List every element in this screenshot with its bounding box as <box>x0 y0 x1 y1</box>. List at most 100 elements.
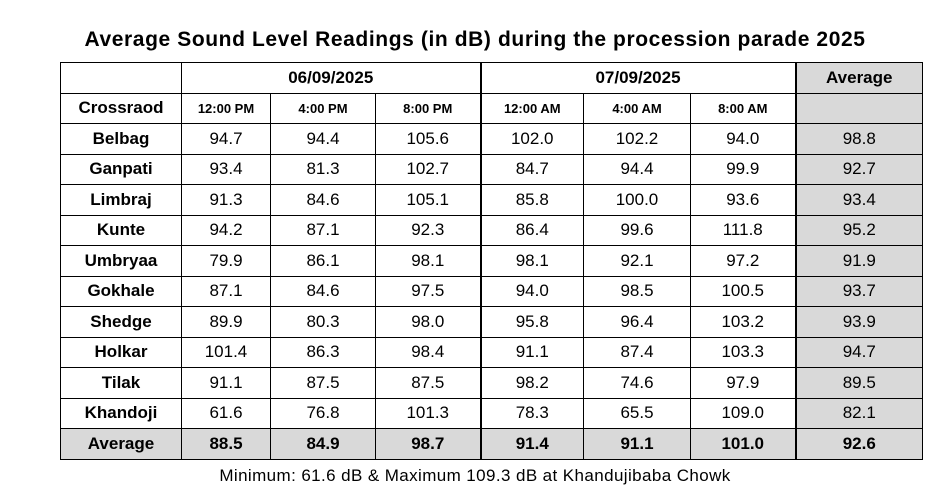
reading: 91.1 <box>181 367 271 399</box>
crossroad-name: Gokhale <box>60 275 182 307</box>
reading: 79.9 <box>181 245 271 277</box>
reading: 97.5 <box>375 275 481 307</box>
reading: 94.2 <box>181 214 271 246</box>
reading: 105.1 <box>375 184 481 216</box>
reading: 87.1 <box>181 275 271 307</box>
reading: 105.6 <box>375 123 481 155</box>
date-header: 06/09/2025 <box>181 62 481 94</box>
overall-average: 92.6 <box>794 428 923 460</box>
footer: Minimum: 61.6 dB & Maximum 109.3 dB at K… <box>219 466 731 485</box>
reading: 86.4 <box>479 214 584 246</box>
reading: 102.0 <box>479 123 584 155</box>
row-header: Crossraod <box>60 92 182 124</box>
reading: 98.4 <box>375 336 481 368</box>
average-label: Average <box>60 428 182 460</box>
reading: 61.6 <box>181 397 271 429</box>
reading: 86.1 <box>270 245 376 277</box>
crossroad-name: Tilak <box>60 367 182 399</box>
time-header: 4:00 AM <box>583 92 691 124</box>
reading: 97.2 <box>690 245 796 277</box>
reading: 87.4 <box>583 336 691 368</box>
column-average: 91.4 <box>479 428 584 460</box>
column-average: 88.5 <box>181 428 271 460</box>
crossroad-name: Ganpati <box>60 153 182 185</box>
column-average: 98.7 <box>375 428 481 460</box>
table-row: Umbryaa 79.9 86.1 98.1 98.1 92.1 97.2 91.9 <box>60 245 923 277</box>
reading: 98.2 <box>479 367 584 399</box>
reading: 84.6 <box>270 275 376 307</box>
reading: 103.2 <box>690 306 796 338</box>
reading: 109.0 <box>690 397 796 429</box>
reading: 74.6 <box>583 367 691 399</box>
table-row: Average 88.5 84.9 98.7 91.4 91.1 101.0 92.6 <box>60 428 923 460</box>
reading: 85.8 <box>479 184 584 216</box>
row-average: 93.9 <box>794 306 923 338</box>
reading: 103.3 <box>690 336 796 368</box>
time-header: 12:00 PM <box>181 92 271 124</box>
reading: 84.6 <box>270 184 376 216</box>
reading: 96.4 <box>583 306 691 338</box>
reading: 84.7 <box>479 153 584 185</box>
crossroad-name: Shedge <box>60 306 182 338</box>
row-average: 98.8 <box>794 123 923 155</box>
row-average: 93.7 <box>794 275 923 307</box>
title: Average Sound Level Readings (in dB) dur… <box>84 28 866 51</box>
time-header: 4:00 PM <box>270 92 376 124</box>
row-average: 94.7 <box>794 336 923 368</box>
reading: 91.3 <box>181 184 271 216</box>
reading: 94.0 <box>479 275 584 307</box>
table: 06/09/2025 07/09/2025 Average Crossraod 12:0… <box>60 62 923 460</box>
reading: 92.3 <box>375 214 481 246</box>
column-average: 84.9 <box>270 428 376 460</box>
reading: 78.3 <box>479 397 584 429</box>
row-average: 95.2 <box>794 214 923 246</box>
time-header: 8:00 AM <box>690 92 796 124</box>
row-average: 91.9 <box>794 245 923 277</box>
reading: 94.4 <box>270 123 376 155</box>
reading: 94.4 <box>583 153 691 185</box>
reading: 98.1 <box>375 245 481 277</box>
column-average: 101.0 <box>690 428 796 460</box>
reading: 94.0 <box>690 123 796 155</box>
crossroad-name: Umbryaa <box>60 245 182 277</box>
reading: 91.1 <box>479 336 584 368</box>
reading: 87.1 <box>270 214 376 246</box>
reading: 97.9 <box>690 367 796 399</box>
reading: 95.8 <box>479 306 584 338</box>
reading: 101.3 <box>375 397 481 429</box>
table-row: Crossraod 12:00 PM 4:00 PM 8:00 PM 12:00 AM 4… <box>60 92 923 124</box>
reading: 87.5 <box>375 367 481 399</box>
reading: 100.0 <box>583 184 691 216</box>
blank-cell <box>60 62 182 94</box>
reading: 98.1 <box>479 245 584 277</box>
table-row: Shedge 89.9 80.3 98.0 95.8 96.4 103.2 93.9 <box>60 306 923 338</box>
reading: 99.6 <box>583 214 691 246</box>
reading: 93.6 <box>690 184 796 216</box>
blank-cell <box>794 92 923 124</box>
crossroad-name: Belbag <box>60 123 182 155</box>
reading: 99.9 <box>690 153 796 185</box>
reading: 89.9 <box>181 306 271 338</box>
column-average: 91.1 <box>583 428 691 460</box>
reading: 81.3 <box>270 153 376 185</box>
crossroad-name: Holkar <box>60 336 182 368</box>
date-header: 07/09/2025 <box>479 62 796 94</box>
crossroad-name: Limbraj <box>60 184 182 216</box>
reading: 102.7 <box>375 153 481 185</box>
time-header: 12:00 AM <box>479 92 584 124</box>
reading: 87.5 <box>270 367 376 399</box>
table-row: Kunte 94.2 87.1 92.3 86.4 99.6 111.8 95.2 <box>60 214 923 246</box>
reading: 93.4 <box>181 153 271 185</box>
average-header: Average <box>794 62 923 94</box>
row-average: 93.4 <box>794 184 923 216</box>
reading: 94.7 <box>181 123 271 155</box>
table-row: Tilak 91.1 87.5 87.5 98.2 74.6 97.9 89.5 <box>60 367 923 399</box>
reading: 111.8 <box>690 214 796 246</box>
table-row: Belbag 94.7 94.4 105.6 102.0 102.2 94.0 98.8 <box>60 123 923 155</box>
crossroad-name: Khandoji <box>60 397 182 429</box>
reading: 86.3 <box>270 336 376 368</box>
time-header: 8:00 PM <box>375 92 481 124</box>
table-row: Gokhale 87.1 84.6 97.5 94.0 98.5 100.5 93.7 <box>60 275 923 307</box>
reading: 100.5 <box>690 275 796 307</box>
